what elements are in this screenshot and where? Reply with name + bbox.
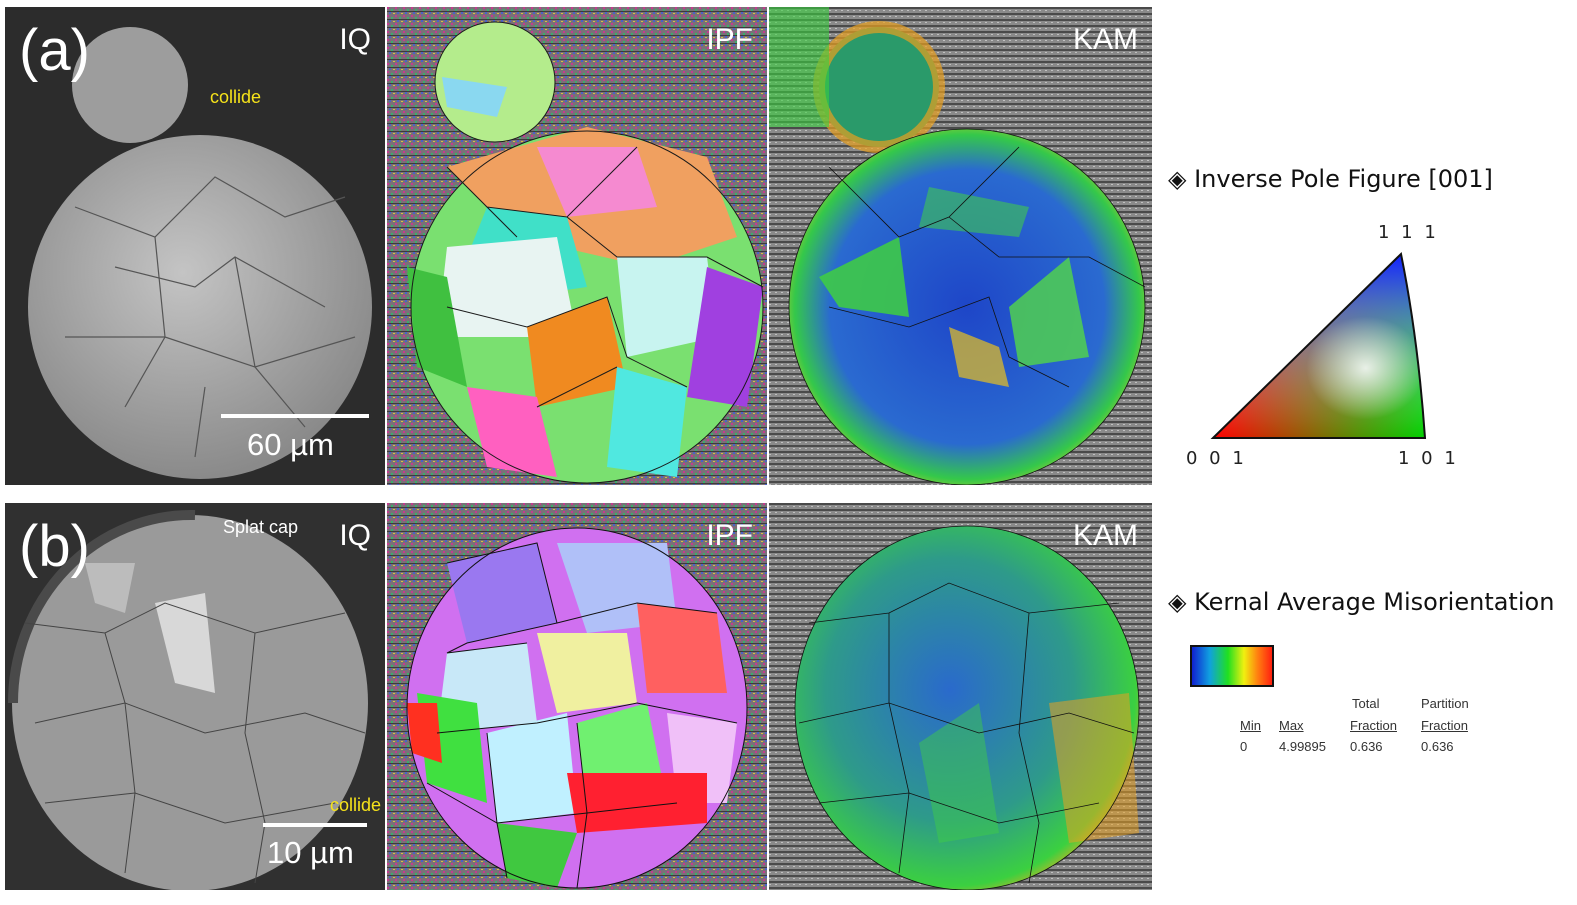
ipf-label-a: IPF xyxy=(706,23,753,56)
kam-legend-title: ◈ Kernal Average Misorientation xyxy=(1168,588,1555,616)
kam-label-a: KAM xyxy=(1072,23,1138,56)
kam-header-total-1: Total xyxy=(1352,696,1380,711)
kam-header-partition-1: Partition xyxy=(1421,696,1469,711)
kam-header-max: Max xyxy=(1279,718,1304,733)
scale-bar-label-a: 60 µm xyxy=(247,427,334,462)
kam-label-b: KAM xyxy=(1072,519,1138,552)
iq-label-b: IQ xyxy=(339,519,371,552)
kam-value-max: 4.99895 xyxy=(1279,739,1326,754)
row-a-label: (a) xyxy=(19,18,90,83)
ipf-corner-111: 1 1 1 xyxy=(1378,222,1439,243)
ipf-color-triangle xyxy=(1210,251,1427,439)
ipf-map-a: IPF xyxy=(387,7,767,485)
kam-value-partition: 0.636 xyxy=(1421,739,1454,754)
kam-map-b: KAM xyxy=(769,503,1152,890)
kam-map-a: KAM xyxy=(769,7,1152,485)
kam-color-scale xyxy=(1190,645,1274,687)
collide-annotation-a: collide xyxy=(210,87,262,107)
ipf-label-b: IPF xyxy=(706,519,753,552)
kam-header-total-2: Fraction xyxy=(1350,718,1397,733)
collide-annotation-b: collide xyxy=(330,795,382,815)
ipf-corner-001: 0 0 1 xyxy=(1186,448,1247,469)
kam-header-min: Min xyxy=(1240,718,1261,733)
kam-value-total: 0.636 xyxy=(1350,739,1383,754)
row-b-label: (b) xyxy=(19,514,90,579)
ipf-map-b: IPF xyxy=(387,503,767,890)
ipf-corner-101: 1 0 1 xyxy=(1398,448,1459,469)
splat-cap-annotation: Splat cap xyxy=(223,517,299,537)
kam-header-partition-2: Fraction xyxy=(1421,718,1468,733)
iq-label-a: IQ xyxy=(339,23,371,56)
scale-bar-label-b: 10 µm xyxy=(267,835,354,870)
ipf-legend-title: ◈ Inverse Pole Figure [001] xyxy=(1168,165,1493,193)
iq-map-a: (a) IQ collide 60 µm xyxy=(5,7,385,485)
kam-value-min: 0 xyxy=(1240,739,1248,754)
iq-map-b: (b) IQ Splat cap collide 10 µm xyxy=(5,503,385,890)
